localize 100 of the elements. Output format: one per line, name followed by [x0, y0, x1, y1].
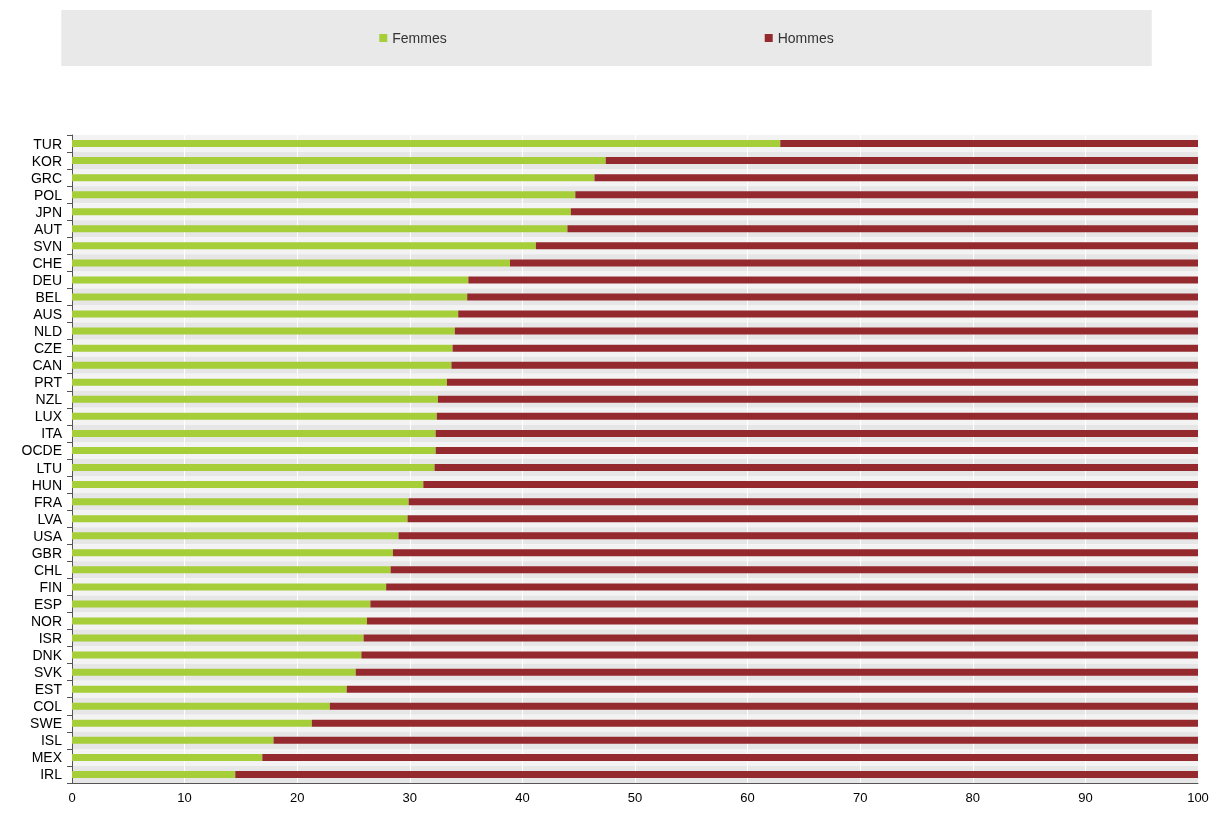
bar	[72, 225, 568, 233]
y-tick-label: BEL	[35, 289, 63, 305]
y-tick-label: AUS	[33, 306, 62, 323]
y-tick-label: HUN	[31, 476, 62, 493]
y-tick-label: MEX	[31, 749, 63, 766]
bar	[72, 634, 364, 642]
bar	[72, 702, 330, 710]
y-tick-label: NLD	[33, 323, 62, 340]
y-tick-label: DNK	[32, 647, 63, 664]
bar	[355, 668, 1198, 676]
bar	[570, 208, 1198, 216]
bar	[454, 327, 1198, 335]
x-tick-label: 50	[627, 790, 643, 805]
bar	[437, 395, 1198, 403]
bar	[72, 208, 571, 216]
bar	[72, 770, 236, 778]
bar	[407, 515, 1198, 523]
bar	[392, 549, 1198, 557]
bar	[434, 464, 1198, 472]
x-tick-label: 60	[740, 790, 755, 805]
bar	[72, 174, 595, 182]
bar	[605, 157, 1198, 165]
x-tick-label: 0	[68, 790, 76, 805]
x-tick-label: 80	[965, 790, 981, 805]
bar	[72, 685, 347, 693]
y-tick-label: ISL	[40, 732, 63, 749]
y-tick-label: KOR	[31, 152, 62, 169]
x-tick-label: 90	[1078, 790, 1093, 805]
bar	[72, 753, 263, 761]
bar	[467, 293, 1198, 301]
bar	[575, 191, 1198, 199]
y-tick-label: SWE	[30, 715, 62, 732]
x-tick-label: 30	[402, 790, 418, 805]
bar	[72, 566, 391, 574]
y-tick-label: POL	[33, 186, 63, 203]
bar	[72, 446, 436, 454]
bar	[363, 634, 1198, 642]
bar	[72, 532, 399, 540]
bar	[567, 225, 1198, 233]
y-tick-label: PRT	[34, 374, 63, 391]
y-tick-label: FIN	[39, 578, 62, 595]
bar	[370, 600, 1198, 608]
y-tick-label: IRL	[40, 766, 63, 783]
legend-label: Hommes	[777, 30, 834, 46]
bar	[423, 481, 1198, 489]
y-tick-label: GBR	[31, 544, 62, 561]
y-tick-label: ISR	[38, 630, 62, 647]
y-tick-label: USA	[33, 527, 63, 544]
bar	[367, 617, 1198, 625]
y-tick-label: LTU	[36, 459, 62, 476]
bar	[435, 446, 1198, 454]
bar	[408, 498, 1198, 506]
bar	[398, 532, 1198, 540]
bar	[72, 259, 511, 267]
bar	[72, 310, 459, 318]
y-tick-label: SVN	[33, 237, 62, 254]
bar	[72, 191, 576, 199]
bar	[72, 242, 536, 250]
bar	[72, 464, 435, 472]
bar	[72, 549, 393, 557]
y-tick-label: AUT	[34, 220, 63, 237]
bar	[361, 651, 1198, 659]
bar	[72, 361, 452, 369]
bar	[72, 327, 455, 335]
x-tick-label: 70	[852, 790, 868, 805]
y-tick-label: ITA	[41, 425, 63, 442]
bar	[72, 293, 468, 301]
y-tick-label: JPN	[35, 203, 62, 220]
y-tick-label: CHE	[32, 254, 62, 271]
bar	[435, 429, 1198, 437]
y-tick-label: GRC	[30, 169, 62, 186]
x-tick-label: 40	[515, 790, 530, 805]
bar	[72, 276, 469, 284]
bar	[72, 412, 437, 420]
bar	[72, 668, 356, 676]
bar	[72, 498, 409, 506]
bar	[468, 276, 1198, 284]
x-tick-label: 100	[1187, 790, 1209, 805]
bar	[452, 344, 1198, 352]
y-tick-label: ESP	[33, 595, 62, 612]
y-tick-label: LVA	[37, 510, 63, 527]
x-tick-label: 10	[177, 790, 192, 805]
y-tick-label: EST	[34, 681, 63, 698]
bar	[390, 566, 1198, 574]
bar	[535, 242, 1198, 250]
bar	[72, 157, 606, 165]
y-tick-label: DEU	[32, 271, 62, 288]
bar	[72, 395, 438, 403]
bar	[72, 651, 362, 659]
bar	[72, 140, 781, 148]
y-tick-label: SVK	[33, 664, 63, 681]
bar	[72, 736, 274, 744]
bar	[72, 429, 436, 437]
bar	[436, 412, 1198, 420]
bar	[72, 378, 447, 386]
y-tick-label: OCDE	[21, 442, 62, 459]
y-tick-label: FRA	[34, 493, 63, 510]
bar	[386, 583, 1198, 591]
bar	[780, 140, 1198, 148]
y-tick-label: LUX	[34, 408, 63, 425]
